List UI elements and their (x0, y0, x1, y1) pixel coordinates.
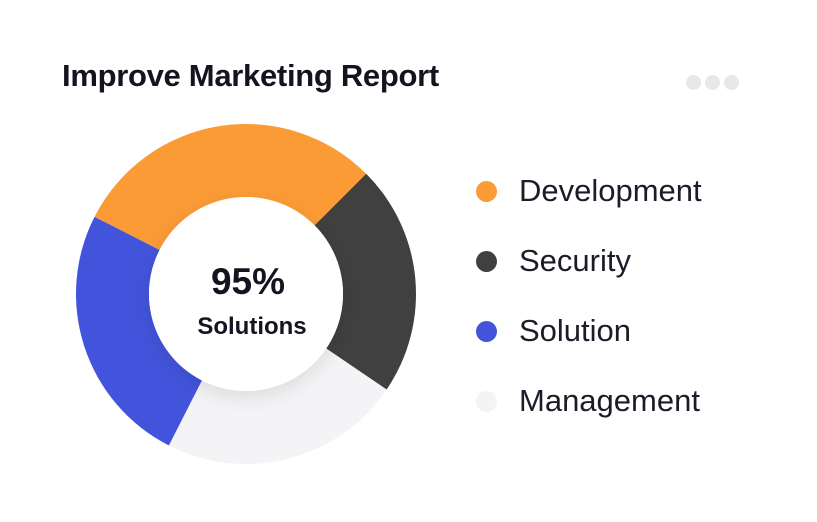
donut-center (149, 197, 343, 391)
donut-slice-security[interactable] (314, 173, 416, 390)
legend-swatch (476, 390, 497, 412)
donut-slice-solution[interactable] (76, 216, 202, 446)
more-horizontal-icon (686, 74, 701, 90)
chart-legend: Development Security Solution Management (476, 156, 702, 436)
donut-chart: 95% Solutions (76, 124, 416, 465)
legend-item-security[interactable]: Security (476, 226, 702, 296)
donut-slice-development[interactable] (94, 124, 367, 250)
legend-label: Solution (519, 313, 632, 348)
donut-slice-management[interactable] (168, 348, 387, 465)
donut-slices (76, 124, 416, 465)
legend-label: Development (519, 173, 702, 208)
card-title: Improve Marketing Report (62, 58, 439, 93)
legend-item-management[interactable]: Management (476, 366, 702, 436)
legend-swatch (476, 180, 497, 202)
legend-label: Security (519, 243, 631, 278)
legend-item-solution[interactable]: Solution (476, 296, 702, 366)
center-label: Solutions (197, 313, 306, 340)
more-options-button[interactable] (686, 72, 746, 92)
center-value: 95% (211, 261, 285, 302)
legend-swatch (476, 320, 497, 342)
more-horizontal-icon (705, 74, 720, 90)
legend-item-development[interactable]: Development (476, 156, 702, 226)
legend-label: Management (519, 383, 700, 418)
more-horizontal-icon (724, 74, 739, 90)
legend-swatch (476, 250, 497, 272)
